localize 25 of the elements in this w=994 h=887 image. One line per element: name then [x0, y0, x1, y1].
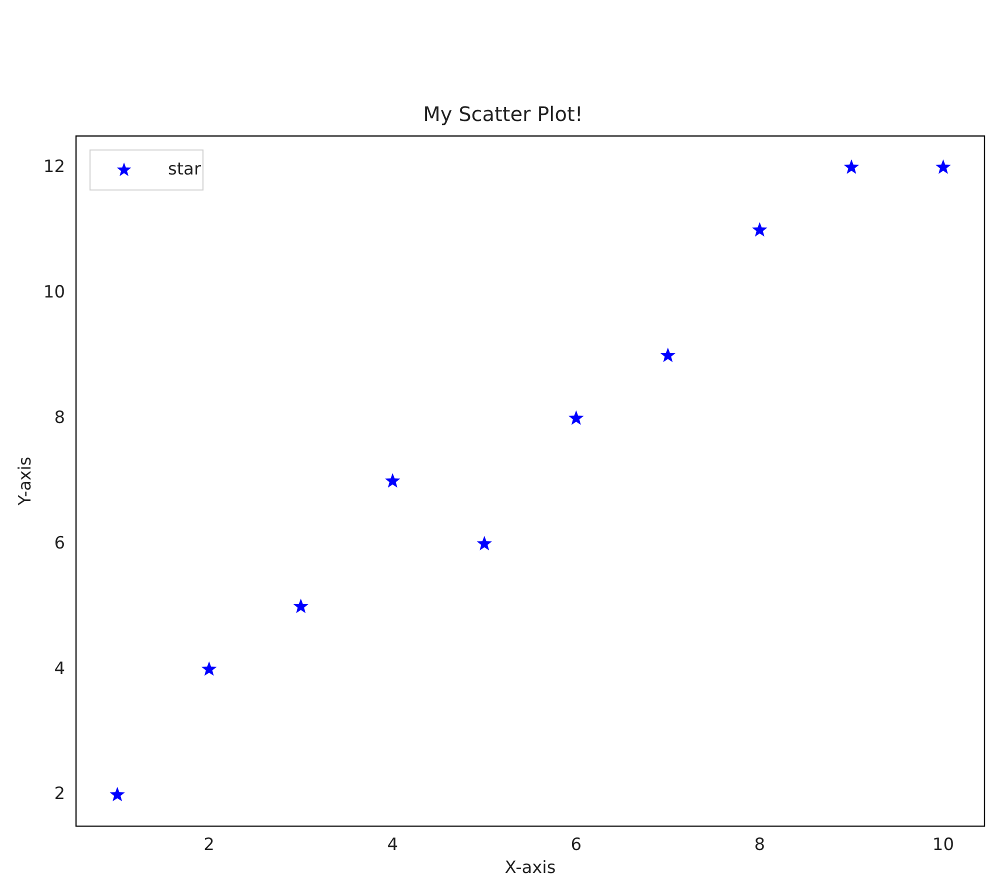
- x-tick-label: 6: [570, 834, 582, 855]
- point: [385, 473, 400, 488]
- y-tick-label: 6: [54, 533, 66, 554]
- point: [844, 159, 860, 174]
- point: [568, 410, 584, 425]
- point: [293, 598, 308, 614]
- y-tick-label: 2: [54, 784, 66, 804]
- point: [110, 786, 125, 802]
- point: [752, 222, 768, 237]
- point: [201, 661, 217, 676]
- point: [936, 159, 951, 174]
- x-tick-label: 4: [387, 834, 398, 855]
- y-tick-label: 12: [43, 156, 66, 177]
- legend-label: star: [168, 159, 201, 180]
- y-tick-label: 8: [54, 408, 66, 428]
- y-tick-label: 4: [54, 658, 66, 679]
- point: [476, 536, 492, 550]
- x-tick-label: 2: [204, 834, 215, 855]
- x-axis-title: X-axis: [504, 858, 556, 878]
- chart-title: My Scatter Plot!: [423, 102, 583, 126]
- point: [660, 348, 676, 362]
- x-tick-label: 8: [754, 834, 766, 855]
- x-tick-label: 10: [932, 834, 954, 855]
- y-tick-label: 10: [43, 282, 66, 302]
- y-axis-title: Y-axis: [16, 456, 36, 506]
